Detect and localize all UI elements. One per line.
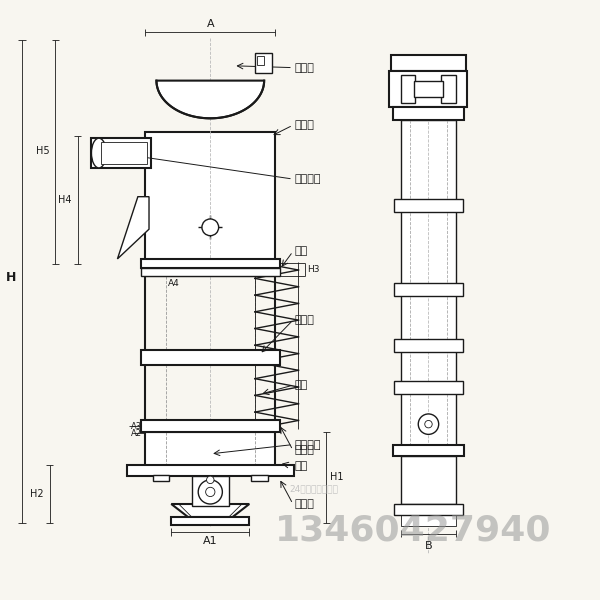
Text: 备斗: 备斗	[295, 380, 308, 390]
Text: 机头座: 机头座	[295, 120, 314, 130]
Text: H5: H5	[36, 146, 50, 156]
Bar	[140, 350, 280, 365]
Bar	[401, 456, 457, 504]
Text: B: B	[425, 541, 432, 551]
Text: 检修门: 检修门	[295, 499, 314, 509]
Bar	[101, 142, 147, 164]
Bar	[145, 431, 275, 467]
Text: H3: H3	[307, 265, 319, 274]
Text: A4: A4	[167, 278, 179, 287]
Bar	[401, 119, 457, 445]
Ellipse shape	[91, 138, 106, 168]
Text: A2: A2	[131, 429, 142, 438]
Text: 备斗带: 备斗带	[295, 315, 314, 325]
Polygon shape	[118, 197, 149, 259]
Text: 观察窗: 观察窗	[295, 445, 314, 455]
Bar	[389, 71, 467, 107]
Polygon shape	[157, 80, 264, 118]
Text: 底座: 底座	[295, 461, 308, 471]
Bar	[394, 283, 463, 296]
Text: H2: H2	[31, 489, 44, 499]
Bar	[401, 75, 415, 103]
Bar	[391, 55, 466, 71]
Text: A1: A1	[203, 536, 218, 545]
Bar	[153, 475, 169, 481]
Text: A: A	[206, 19, 214, 29]
Bar	[394, 380, 463, 394]
Bar	[145, 131, 275, 275]
Circle shape	[425, 421, 432, 428]
Bar	[91, 138, 151, 168]
Bar	[393, 107, 464, 119]
Bar	[413, 80, 443, 97]
Text: 13460427940: 13460427940	[275, 514, 552, 548]
Circle shape	[206, 476, 214, 484]
Text: H: H	[6, 271, 16, 284]
Bar	[127, 465, 294, 476]
Bar	[255, 53, 272, 73]
Text: 张紧装置: 张紧装置	[295, 440, 321, 449]
Bar	[394, 504, 463, 515]
Bar	[171, 517, 249, 526]
Polygon shape	[171, 504, 249, 517]
Bar	[192, 476, 229, 506]
Text: 直管: 直管	[295, 247, 308, 256]
Circle shape	[206, 487, 215, 497]
Bar	[140, 259, 280, 268]
Bar	[140, 421, 280, 431]
Bar	[257, 56, 264, 65]
Bar	[394, 339, 463, 352]
Bar	[393, 445, 464, 456]
Circle shape	[202, 219, 218, 236]
Bar	[251, 475, 268, 481]
Bar	[394, 199, 463, 212]
Circle shape	[198, 480, 223, 504]
Text: 24小时销售热线：: 24小时销售热线：	[289, 485, 338, 494]
Bar	[140, 268, 280, 275]
Bar	[401, 515, 457, 526]
Text: 机头盖: 机头盖	[295, 62, 314, 73]
Text: 减速电机: 减速电机	[295, 174, 321, 184]
Text: H1: H1	[330, 472, 344, 482]
Text: A3: A3	[130, 422, 142, 431]
Circle shape	[418, 414, 439, 434]
Text: H4: H4	[58, 196, 72, 205]
Bar	[442, 75, 457, 103]
